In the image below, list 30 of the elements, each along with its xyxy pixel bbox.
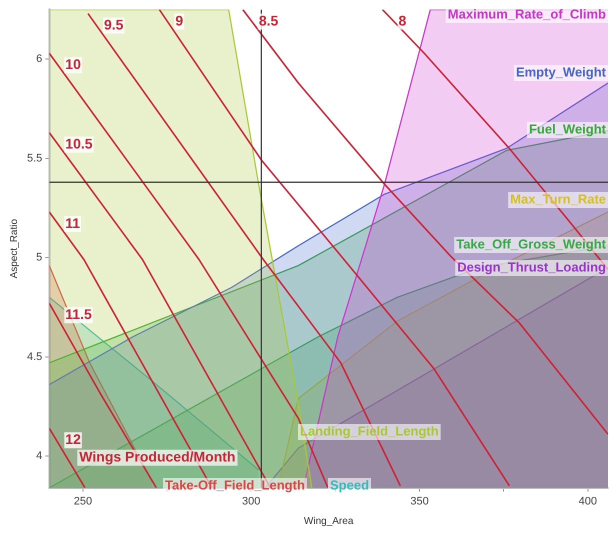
series-label: Take-Off_Field_Length <box>165 478 305 493</box>
series-label: 10.5 <box>65 135 93 152</box>
y-tick-label: 5 <box>36 252 42 264</box>
series-label: 11.5 <box>65 306 92 322</box>
series-label: Maximum_Rate_of_Climb <box>448 6 606 22</box>
series-label: Empty_Weight <box>516 64 607 80</box>
x-axis-title: Wing_Area <box>304 516 354 527</box>
x-tick-label: 400 <box>578 495 597 508</box>
series-label: 11 <box>65 214 80 231</box>
series-label: Design_Thrust_Loading <box>457 260 606 275</box>
y-axis-title: Aspect_Ratio <box>8 218 20 278</box>
y-tick-label: 6 <box>36 53 42 66</box>
x-tick-label: 350 <box>410 495 429 508</box>
annotation: Wings Produced/Month <box>79 448 236 465</box>
y-tick-label: 5.5 <box>26 152 42 164</box>
series-label: Landing_Field_Length <box>300 424 439 439</box>
series-label: 12 <box>65 431 82 448</box>
series-label: Fuel_Weight <box>528 122 607 137</box>
text: Speed <box>330 478 370 493</box>
y-tick-label: 4.5 <box>26 350 42 363</box>
series-label: 10 <box>65 56 82 72</box>
series-label: 9 <box>175 12 184 28</box>
x-tick-label: 250 <box>74 495 92 508</box>
series-label: 8.5 <box>258 12 278 28</box>
series-label: 9.5 <box>104 16 124 32</box>
series-label: 8 <box>398 12 406 28</box>
series-label: Max_Turn_Rate <box>510 192 606 207</box>
y-tick-label: 4 <box>36 450 42 462</box>
x-tick-label: 300 <box>242 495 260 508</box>
series-label: Take_Off_Gross_Weight <box>456 236 607 252</box>
